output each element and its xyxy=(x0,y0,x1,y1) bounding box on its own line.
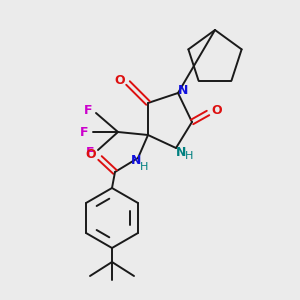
Text: F: F xyxy=(84,104,92,118)
Text: H: H xyxy=(140,162,148,172)
Text: O: O xyxy=(212,104,222,118)
Text: F: F xyxy=(86,146,94,158)
Text: F: F xyxy=(80,125,88,139)
Text: N: N xyxy=(131,154,141,167)
Text: O: O xyxy=(86,148,96,161)
Text: N: N xyxy=(176,146,186,158)
Text: O: O xyxy=(115,74,125,86)
Text: H: H xyxy=(185,151,193,161)
Text: N: N xyxy=(178,83,188,97)
